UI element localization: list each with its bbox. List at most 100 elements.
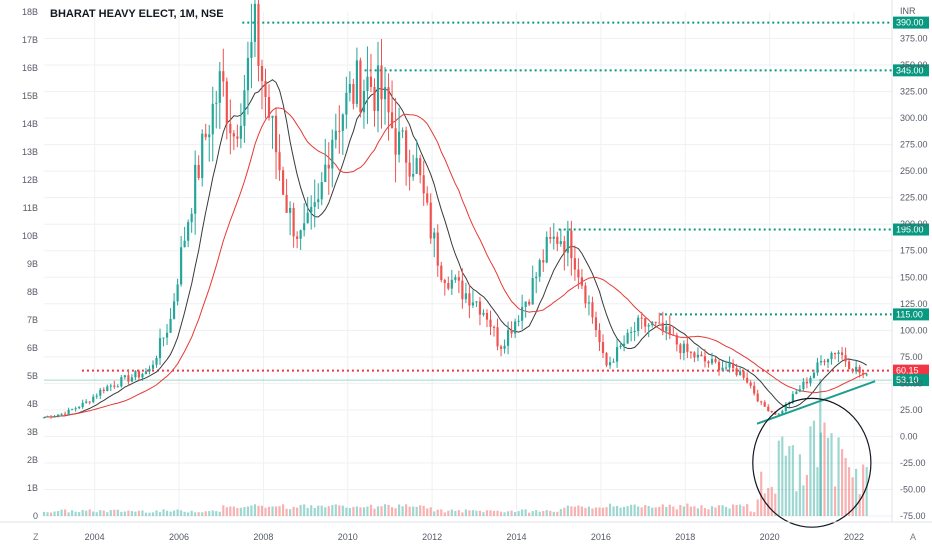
volume-tick-label: 2B xyxy=(27,455,38,465)
price-tick-label: -50.00 xyxy=(900,484,926,494)
volume-bar xyxy=(134,511,137,516)
candle-body xyxy=(78,407,81,409)
volume-bar xyxy=(696,508,700,516)
candle-body xyxy=(608,362,612,366)
auto-scale-icon[interactable]: A xyxy=(910,532,917,542)
volume-tick-label: 14B xyxy=(22,119,38,129)
candle-body xyxy=(637,317,640,332)
candle-body xyxy=(64,413,67,415)
volume-bar xyxy=(521,509,524,516)
candle-body xyxy=(271,115,274,118)
candle-body xyxy=(802,381,805,390)
volume-bar xyxy=(113,509,116,516)
candle-body xyxy=(345,92,348,115)
volume-bar xyxy=(109,510,112,516)
volume-bar xyxy=(366,506,369,516)
currency-label: INR xyxy=(900,6,916,16)
candle-body xyxy=(731,363,735,369)
volume-bar xyxy=(141,510,144,516)
volume-bar xyxy=(341,505,344,516)
support-trendline xyxy=(756,380,876,425)
volume-bar xyxy=(549,510,552,516)
price-tick-label: 375.00 xyxy=(900,34,928,44)
price-tick-label: 225.00 xyxy=(900,193,928,203)
candle-body xyxy=(134,371,137,378)
volume-bar xyxy=(352,506,355,516)
overlay xyxy=(752,380,876,528)
candle-body xyxy=(619,345,622,348)
price-tick-label: 350.00 xyxy=(900,60,928,70)
volume-bar xyxy=(601,507,605,516)
candle-body xyxy=(478,301,482,315)
candle-body xyxy=(369,76,373,87)
volume-bar xyxy=(324,507,327,516)
volume-bar xyxy=(419,505,422,516)
volume-bar xyxy=(503,512,506,516)
candle-body xyxy=(56,414,60,417)
candle-body xyxy=(753,385,756,394)
candle-body xyxy=(165,332,169,338)
level-115-tag xyxy=(893,308,929,321)
volume-bar xyxy=(833,486,837,516)
volume-bar xyxy=(658,506,661,516)
volume-tick-label: 12B xyxy=(22,175,38,185)
volume-bar xyxy=(443,512,446,516)
volume-bar xyxy=(317,505,320,516)
volume-bar xyxy=(176,509,179,516)
volume-bar xyxy=(514,512,517,516)
volume-bar xyxy=(633,504,636,516)
candle-body xyxy=(521,306,524,321)
level-115-tag-label: 115.00 xyxy=(896,309,923,319)
candle-body xyxy=(313,202,316,207)
volume-tick-label: 17B xyxy=(22,35,38,45)
last-price-tag xyxy=(893,374,929,387)
candle-body xyxy=(102,389,105,392)
candle-body xyxy=(538,260,541,277)
candle-body xyxy=(475,301,478,303)
volume-bar xyxy=(46,512,49,516)
volume-bar xyxy=(88,509,91,516)
volume-bar xyxy=(781,436,784,516)
candle-body xyxy=(201,133,204,179)
volume-bar xyxy=(591,508,594,516)
candle-body xyxy=(594,317,598,331)
candle-body xyxy=(225,81,228,124)
candle-body xyxy=(542,260,545,263)
volume-bar xyxy=(675,509,678,516)
candle-body xyxy=(630,331,633,333)
volume-bar xyxy=(278,506,281,516)
candle-body xyxy=(348,83,351,93)
candle-body xyxy=(812,372,816,378)
candle-body xyxy=(510,330,513,334)
candle-body xyxy=(454,277,457,280)
zoom-icon[interactable]: Z xyxy=(33,532,39,542)
candle-body xyxy=(447,282,450,289)
candle-body xyxy=(777,413,780,415)
volume-tick-label: 13B xyxy=(22,147,38,157)
candle-body xyxy=(461,280,464,300)
volume-bar xyxy=(289,509,292,516)
volume-bar xyxy=(239,507,242,516)
candle-body xyxy=(109,385,112,387)
volume-tick-label: 1B xyxy=(27,483,38,493)
volume-bar xyxy=(819,378,822,516)
candle-body xyxy=(781,411,784,414)
candle-body xyxy=(141,373,144,378)
candle-body xyxy=(422,175,425,194)
volume-bar xyxy=(376,506,380,516)
candle-body xyxy=(440,265,443,281)
candle-body xyxy=(840,352,844,356)
candle-body xyxy=(647,325,650,327)
volume-bar xyxy=(559,509,562,516)
candle-body xyxy=(415,158,418,174)
volume-bar xyxy=(56,510,60,516)
candle-body xyxy=(672,334,675,336)
volume-bar xyxy=(749,511,752,516)
volume-bar xyxy=(724,506,728,516)
volume-bar xyxy=(165,510,169,516)
volume-bar xyxy=(485,510,489,516)
volume-bar xyxy=(577,505,580,516)
price-tick-label: -75.00 xyxy=(900,511,926,521)
level-345-tag-label: 345.00 xyxy=(896,65,924,75)
